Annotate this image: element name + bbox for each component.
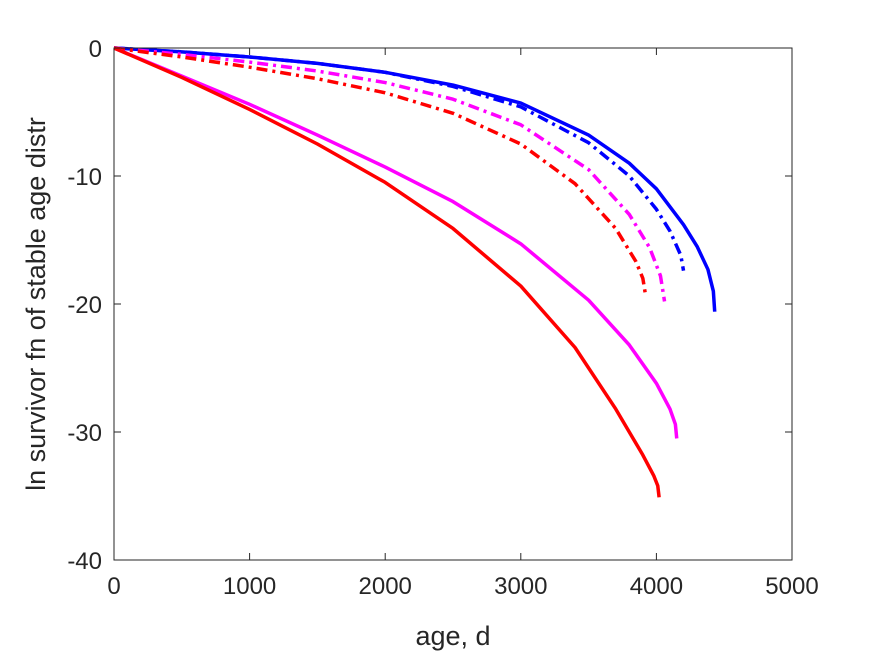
x-tick-label: 3000	[494, 573, 547, 600]
series-layer	[113, 46, 717, 498]
y-axis-title: ln survivor fn of stable age distr	[21, 117, 51, 491]
x-tick-label: 2000	[359, 573, 412, 600]
axes-layer	[113, 47, 793, 561]
y-tick-label: -20	[67, 292, 102, 319]
x-axis-title: age, d	[415, 621, 490, 651]
series-line-4	[113, 46, 648, 296]
y-tick-label: -30	[67, 420, 102, 447]
y-tick-label: 0	[89, 36, 102, 63]
series-line-1	[113, 46, 717, 312]
x-tick-label: 1000	[223, 573, 276, 600]
x-tick-label: 0	[107, 573, 120, 600]
x-tick-label: 4000	[630, 573, 683, 600]
plot-area	[114, 48, 792, 560]
y-tick-label: -40	[67, 548, 102, 575]
y-tick-label: -10	[67, 164, 102, 191]
series-line-5	[113, 46, 679, 439]
series-line-3	[113, 46, 667, 302]
tick-label-layer: 0 1000 2000 3000 4000 5000 0 -10 -20 -30 -40	[67, 36, 818, 600]
series-line-2	[113, 46, 686, 272]
x-tick-label: 5000	[765, 573, 818, 600]
series-line-6	[113, 46, 661, 498]
